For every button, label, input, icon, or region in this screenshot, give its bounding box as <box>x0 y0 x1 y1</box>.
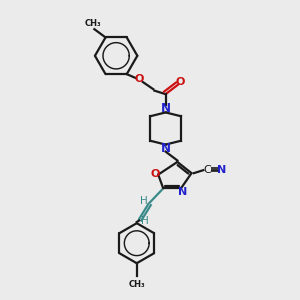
Text: CH₃: CH₃ <box>128 280 145 289</box>
Text: N: N <box>217 165 226 175</box>
Text: N: N <box>160 142 171 154</box>
Text: CH₃: CH₃ <box>85 19 101 28</box>
Text: N: N <box>178 187 187 197</box>
Text: O: O <box>175 77 184 87</box>
Text: C: C <box>204 165 212 175</box>
Text: O: O <box>150 169 159 179</box>
Text: H: H <box>140 196 148 206</box>
Text: H: H <box>140 215 148 226</box>
Text: O: O <box>134 74 144 84</box>
Text: N: N <box>160 102 171 116</box>
